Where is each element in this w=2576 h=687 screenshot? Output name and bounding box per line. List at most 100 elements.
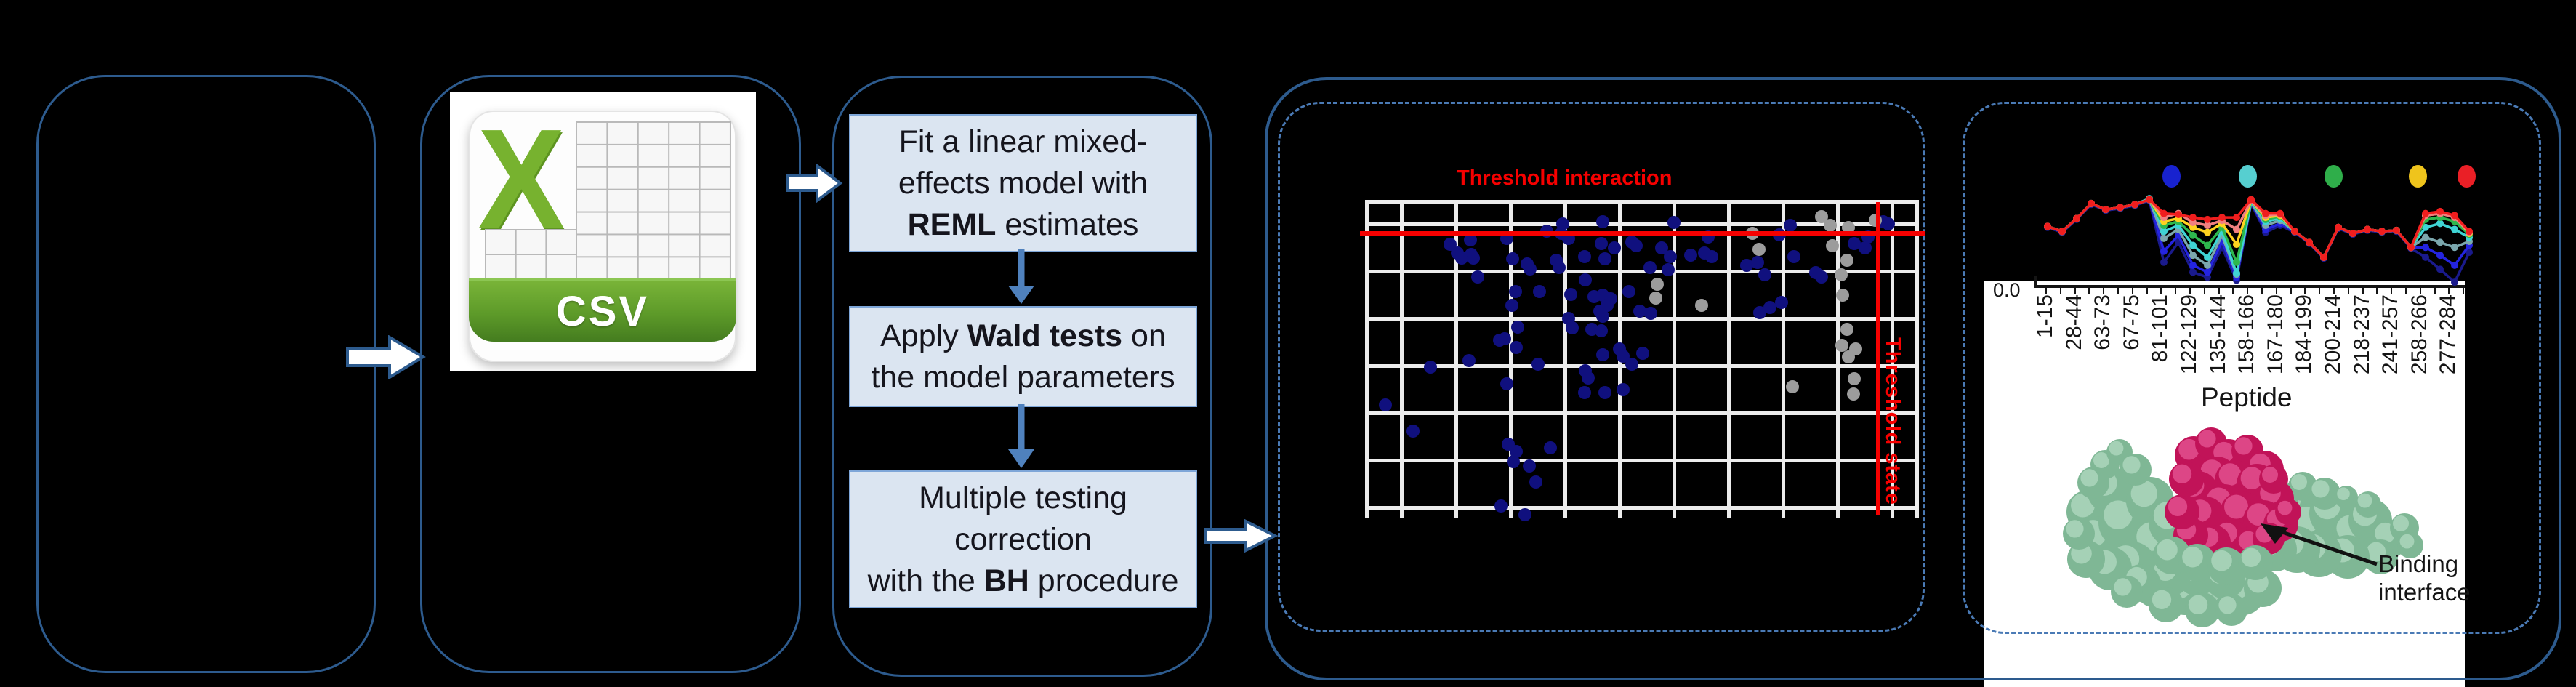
panel-csv-file [420,75,801,673]
axis-tick [2376,288,2378,294]
axis-tick [2448,288,2450,294]
legend-dot-icon [2162,165,2181,188]
scatter-point [1470,270,1484,284]
scatter-point [1494,499,1508,513]
uptake-line-chart [2044,195,2473,286]
csv-label: CSV [555,287,650,335]
threshold-interaction-line [1360,231,1925,236]
scatter-point [1466,251,1480,265]
axis-tick [2045,288,2047,294]
flow-arrow-1-icon [346,335,426,379]
scatter-point [1842,220,1856,234]
scatter-point [1835,338,1849,352]
scatter-point [1858,241,1872,255]
scatter-point [1585,323,1598,337]
workflow-down-arrow-1-icon [1008,249,1034,304]
scatter-point [1423,361,1437,374]
axis-tick [2146,288,2148,294]
scatter-point [1752,242,1766,256]
scatter-point [1662,262,1675,276]
scatter-point [1507,455,1521,469]
scatter-point [1492,333,1506,347]
scatter-point [1882,217,1896,231]
axis-tick [2175,288,2177,294]
scatter-point [1607,241,1621,255]
scatter-point [1655,241,1669,255]
scatter-point [1785,380,1799,393]
scatter-point [1774,295,1788,309]
axis-tick [2405,288,2407,294]
scatter-point [1518,507,1532,521]
peptide-axis-title: Peptide [2201,382,2293,412]
axis-tick [2333,288,2335,294]
axis-tick [2059,288,2061,294]
axis-tick [2232,288,2234,294]
legend-dot-icon [2409,165,2427,188]
spreadsheet-grid-icon [576,121,731,280]
scatter-point [1649,291,1662,305]
axis-tick [2347,288,2349,294]
axis-tick [2247,288,2249,294]
scatter-point [1635,347,1649,361]
axis-tick [2203,288,2205,294]
scatter-point [1598,252,1611,266]
scatter-point [1595,310,1609,323]
scatter-point [1694,298,1708,312]
uptake-axis-and-structure-image: 0.0 1-15 28-44 63-73 67-75 81-101 122-129 135-… [1984,276,2471,687]
threshold-state-line [1875,202,1880,515]
axis-tick [2290,288,2292,294]
panel-scatter-results: Threshold interaction Threshold state [1278,102,1925,632]
workflow-step-1: Fit a linear mixed- effects model with R… [849,114,1197,252]
scatter-point [1578,250,1592,264]
threshold-interaction-label: Threshold interaction [1457,166,1673,190]
scatter-point [1752,305,1766,319]
scatter-point [1578,273,1592,287]
scatter-point [1739,258,1753,272]
scatter-point [1598,385,1611,399]
scatter-point [1705,250,1719,264]
scatter-point [1842,350,1856,363]
scatter-point [1814,210,1828,224]
scatter-point [1625,357,1638,371]
flow-arrow-2-icon [786,164,843,203]
workflow-step-3: Multiple testing correction with the BH … [849,470,1197,608]
scatter-point [1595,236,1609,250]
legend-dot-icon [2325,165,2343,188]
scatter-point [1758,268,1772,281]
scatter-point [1505,252,1519,266]
scatter-point [1379,398,1393,412]
axis-tick [2419,288,2421,294]
scatter-point [1523,262,1537,276]
scatter-point [1595,215,1609,229]
scatter-point [1835,289,1849,302]
scatter-point [1616,382,1630,396]
scatter-point [1651,277,1665,291]
flow-arrow-3-icon [1204,519,1278,553]
axis-tick [2319,288,2321,294]
scatter-point [1643,260,1657,274]
panel-uptake-results [1963,102,2541,634]
binding-interface-arrow-icon [2261,523,2378,566]
scatter-point [1523,459,1537,473]
csv-file-icon: X CSV [469,100,736,362]
scatter-point [1500,377,1514,391]
axis-tick [2434,288,2436,294]
scatter-point [1510,340,1524,354]
scatter-point [1462,354,1476,368]
scatter-point [1533,284,1547,298]
axis-tick [2074,288,2076,294]
axis-tick [2275,288,2277,294]
panel-statistical-workflow [832,76,1212,677]
scatter-point [1814,270,1828,284]
scatter-point [1847,236,1861,250]
axis-tick [2088,288,2090,294]
y-axis-stub [2034,276,2037,286]
scatter-point [1644,307,1658,321]
panel-blank-left [36,75,376,673]
legend-dot-icon [2239,165,2257,188]
peptide-axis-line [2034,285,2465,288]
workflow-down-arrow-2-icon [1008,404,1034,468]
scatter-point [1783,218,1797,232]
scatter-plot: Threshold state [1360,200,1925,521]
